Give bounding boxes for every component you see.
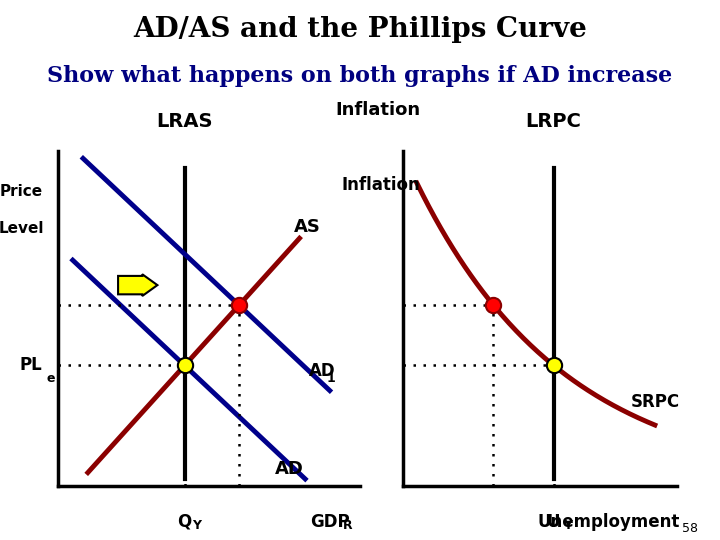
Text: Inflation: Inflation bbox=[342, 176, 420, 194]
Text: GDP: GDP bbox=[310, 513, 350, 531]
Text: e: e bbox=[46, 373, 55, 386]
Text: R: R bbox=[343, 519, 353, 532]
Text: Level: Level bbox=[0, 221, 44, 235]
Text: Q: Q bbox=[178, 513, 192, 531]
Text: SRPC: SRPC bbox=[630, 393, 680, 411]
Text: 58: 58 bbox=[683, 522, 698, 535]
Text: Inflation: Inflation bbox=[336, 101, 420, 119]
Text: Price: Price bbox=[0, 184, 43, 199]
Text: AD: AD bbox=[309, 361, 336, 380]
Text: U: U bbox=[547, 513, 560, 531]
Text: AD/AS and the Phillips Curve: AD/AS and the Phillips Curve bbox=[133, 16, 587, 43]
Text: 1: 1 bbox=[327, 372, 336, 385]
Text: LRPC: LRPC bbox=[526, 112, 582, 131]
Text: AD: AD bbox=[275, 460, 305, 478]
Text: Unemployment: Unemployment bbox=[537, 513, 680, 531]
Text: Y: Y bbox=[192, 519, 201, 532]
FancyArrow shape bbox=[118, 274, 158, 296]
Text: LRAS: LRAS bbox=[156, 112, 213, 131]
Text: Y: Y bbox=[563, 519, 572, 532]
Text: Show what happens on both graphs if AD increase: Show what happens on both graphs if AD i… bbox=[48, 65, 672, 87]
Text: PL: PL bbox=[19, 356, 42, 374]
Text: AS: AS bbox=[294, 218, 320, 235]
